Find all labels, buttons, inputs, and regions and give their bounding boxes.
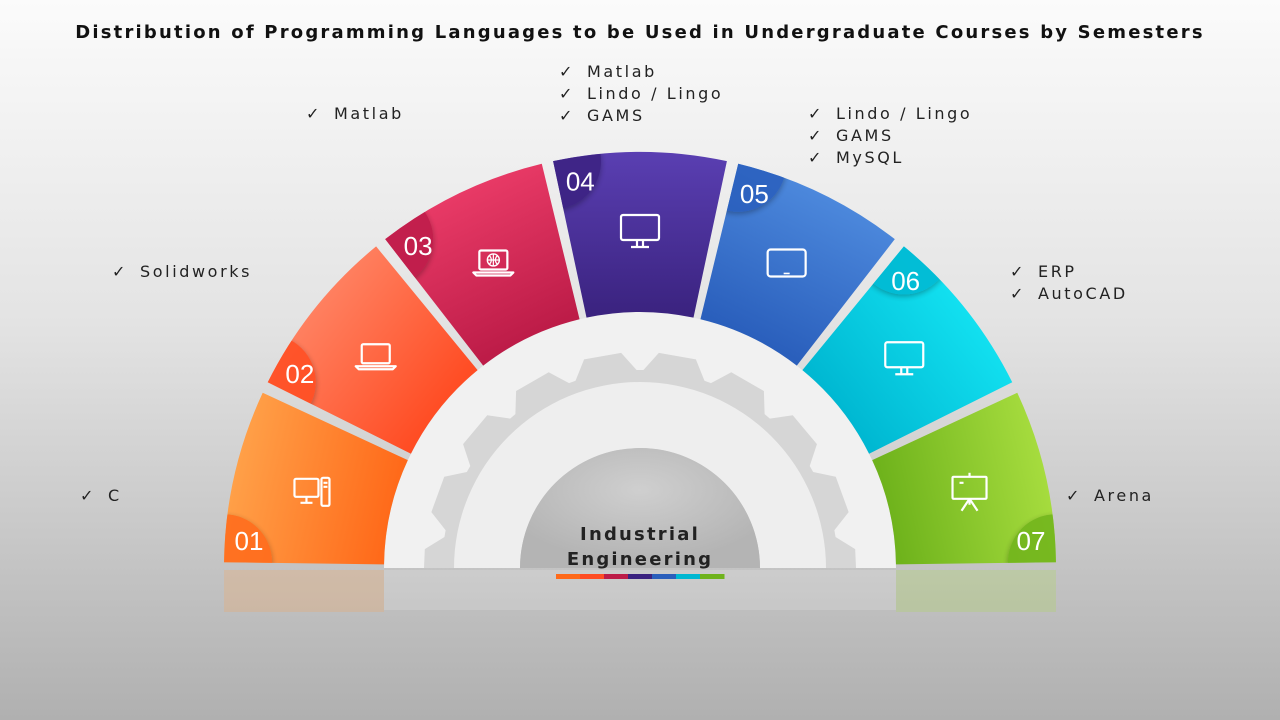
- semester-03-languages: ✓ Matlab: [306, 103, 404, 125]
- presentation-board-icon: [951, 472, 988, 512]
- semester-number: 06: [891, 266, 920, 296]
- check-icon: ✓: [80, 486, 97, 505]
- semester-number: 01: [235, 526, 264, 556]
- semester-03-band: [385, 163, 580, 366]
- color-bar-swatch: [700, 574, 725, 579]
- semester-05-languages: ✓ Lindo / Lingo ✓ GAMS ✓ MySQL: [808, 103, 972, 169]
- language-item: ✓ MySQL: [808, 148, 904, 167]
- check-icon: ✓: [112, 262, 129, 281]
- color-bar-swatch: [604, 574, 629, 579]
- semester-number: 07: [1017, 526, 1046, 556]
- semester-02-languages: ✓ Solidworks: [112, 261, 252, 283]
- gear-hub: [520, 448, 760, 568]
- tablet-icon: [766, 248, 807, 278]
- language-item: ✓ Matlab: [559, 62, 657, 81]
- check-icon: ✓: [1010, 262, 1027, 281]
- check-icon: ✓: [559, 106, 576, 125]
- semester-07-band: [872, 392, 1056, 565]
- semester-07-languages: ✓ Arena: [1066, 485, 1154, 507]
- center-label-line-1: Industrial: [580, 524, 700, 545]
- semester-02-band: [267, 246, 478, 454]
- semester-01-segment: 01: [224, 392, 408, 565]
- segment-reflection: [224, 570, 384, 612]
- semester-number: 04: [566, 167, 595, 197]
- color-bar-swatch: [652, 574, 677, 579]
- number-badge: [553, 152, 602, 210]
- center-label: Industrial Engineering: [540, 522, 740, 572]
- language-item: ✓ Solidworks: [112, 262, 253, 281]
- semester-number: 02: [285, 359, 314, 389]
- language-item: ✓ C: [80, 486, 122, 505]
- diagram-title: Distribution of Programming Languages to…: [75, 22, 1205, 43]
- semester-05-band: [700, 163, 895, 366]
- semester-04-band: [553, 152, 727, 318]
- desktop-computer-icon: [293, 476, 331, 507]
- segment-reflection: [896, 570, 1056, 612]
- language-item: ✓ Arena: [1066, 486, 1154, 505]
- check-icon: ✓: [306, 104, 323, 123]
- number-badge: [224, 514, 273, 565]
- semester-06-languages: ✓ ERP ✓ AutoCAD: [1010, 261, 1128, 305]
- check-icon: ✓: [808, 148, 825, 167]
- language-item: ✓ AutoCAD: [1010, 284, 1128, 303]
- language-item: ✓ ERP: [1010, 262, 1077, 281]
- semester-04-languages: ✓ Matlab ✓ Lindo / Lingo ✓ GAMS: [559, 61, 723, 127]
- laptop-icon: [354, 343, 397, 371]
- language-item: ✓ Matlab: [306, 104, 404, 123]
- gear-inner-ring: [454, 382, 826, 568]
- semester-07-segment: 07: [872, 392, 1056, 565]
- monitor-icon: [884, 341, 925, 376]
- check-icon: ✓: [559, 84, 576, 103]
- laptop-globe-icon: [472, 249, 515, 277]
- center-label-line-2: Engineering: [566, 549, 714, 570]
- semester-01-languages: ✓ C: [80, 485, 122, 507]
- semester-06-band: [802, 246, 1013, 454]
- language-item: ✓ Lindo / Lingo: [559, 84, 724, 103]
- language-item: ✓ GAMS: [559, 106, 645, 125]
- color-bar-swatch: [580, 574, 605, 579]
- check-icon: ✓: [808, 126, 825, 145]
- semester-04-segment: 04: [553, 152, 727, 318]
- gear-teeth-ring: [424, 352, 856, 568]
- language-item: ✓ GAMS: [808, 126, 894, 145]
- check-icon: ✓: [1010, 284, 1027, 303]
- color-bar-swatch: [676, 574, 701, 579]
- color-bar-swatch: [556, 574, 581, 579]
- color-bar: [556, 574, 725, 579]
- center-gear: [384, 312, 896, 568]
- check-icon: ✓: [808, 104, 825, 123]
- semester-number: 03: [404, 231, 433, 261]
- monitor-icon: [619, 213, 661, 249]
- check-icon: ✓: [1066, 486, 1083, 505]
- check-icon: ✓: [559, 62, 576, 81]
- language-item: ✓ Lindo / Lingo: [808, 104, 973, 123]
- semester-number: 05: [740, 179, 769, 209]
- number-badge: [1007, 514, 1056, 565]
- color-bar-swatch: [628, 574, 653, 579]
